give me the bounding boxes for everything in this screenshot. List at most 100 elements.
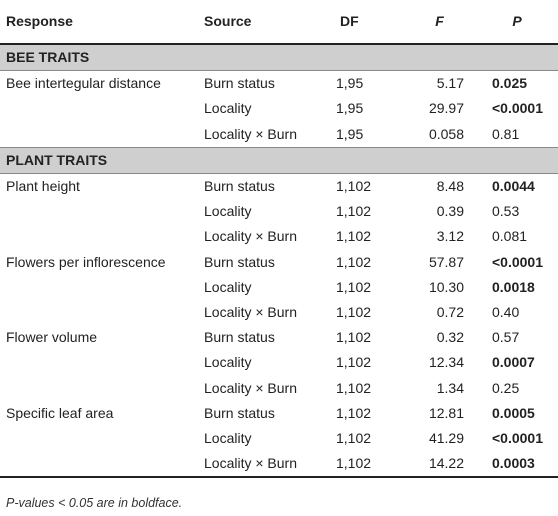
cell-p: 0.81 xyxy=(492,125,520,142)
cell-df: 1,102 xyxy=(334,451,403,479)
cell-source: Locality xyxy=(204,100,252,117)
cell-p: 0.57 xyxy=(492,329,520,346)
cell-f: 12.34 xyxy=(428,354,464,371)
cell-response xyxy=(0,224,198,249)
cell-df: 1,102 xyxy=(336,178,372,195)
cell-df: 1,102 xyxy=(336,329,372,346)
cell-response xyxy=(0,96,198,121)
cell-source: Burn status xyxy=(204,178,275,195)
table-row: Locality × Burn 1,102 14.22 0.0003 xyxy=(0,451,558,479)
cell-source: Burn status xyxy=(204,75,275,92)
cell-f: 57.87 xyxy=(428,253,464,270)
cell-source: Locality × Burn xyxy=(204,379,297,396)
cell-response: Bee intertegular distance xyxy=(6,75,161,92)
cell-source: Locality xyxy=(204,430,252,447)
cell-df: 1,102 xyxy=(336,228,372,245)
cell-p: 0.40 xyxy=(492,304,520,321)
cell-f: 41.29 xyxy=(428,430,464,447)
cell-p: <0.0001 xyxy=(492,253,543,270)
cell-df: 1,102 xyxy=(336,203,372,220)
cell-p: <0.0001 xyxy=(492,100,543,117)
table-body: BEE TRAITS Bee intertegular distance Burn … xyxy=(0,43,558,479)
cell-response xyxy=(0,426,198,451)
table-row: Bee intertegular distance Burn status 1,95… xyxy=(0,71,558,97)
cell-f: 12.81 xyxy=(428,404,464,421)
header-df: DF xyxy=(334,0,403,45)
cell-f: 0.39 xyxy=(436,203,464,220)
cell-p: 0.53 xyxy=(492,203,520,220)
cell-response xyxy=(0,300,198,325)
table-row: Locality 1,102 12.34 0.0007 xyxy=(0,350,558,375)
cell-p: 0.25 xyxy=(492,379,520,396)
header-response: Response xyxy=(0,0,198,45)
cell-response: Plant height xyxy=(6,178,80,195)
cell-p: <0.0001 xyxy=(492,430,543,447)
table-footnote: P-values < 0.05 are in boldface. xyxy=(6,496,183,510)
cell-response xyxy=(0,350,198,375)
cell-f: 3.12 xyxy=(436,228,464,245)
cell-df: 1,95 xyxy=(336,100,364,117)
section-header-row: BEE TRAITS xyxy=(0,43,558,72)
cell-p: 0.025 xyxy=(492,75,528,92)
cell-f: 1.34 xyxy=(436,379,464,396)
cell-source: Locality xyxy=(204,278,252,295)
cell-response xyxy=(0,122,198,148)
table-row: Flowers per inflorescence Burn status 1,10… xyxy=(0,250,558,275)
table-row: Flower volume Burn status 1,102 0.32 0.57 xyxy=(0,325,558,350)
cell-f: 29.97 xyxy=(428,100,464,117)
header-source: Source xyxy=(198,0,334,45)
cell-df: 1,102 xyxy=(336,278,372,295)
cell-response: Specific leaf area xyxy=(6,404,114,421)
cell-df: 1,102 xyxy=(336,430,372,447)
cell-p: 0.0007 xyxy=(492,354,535,371)
section-title: BEE TRAITS xyxy=(0,43,558,72)
cell-df: 1,102 xyxy=(336,253,372,270)
cell-source: Locality xyxy=(204,203,252,220)
cell-source: Locality × Burn xyxy=(198,451,334,479)
cell-response xyxy=(0,376,198,401)
table-row: Locality 1,95 29.97 <0.0001 xyxy=(0,96,558,121)
cell-response: Flowers per inflorescence xyxy=(6,253,166,270)
anova-table: Response Source DF F P BEE TRAITS Bee int… xyxy=(0,0,558,479)
section-title: PLANT TRAITS xyxy=(0,146,558,175)
cell-source: Locality × Burn xyxy=(204,228,297,245)
cell-source: Locality × Burn xyxy=(204,125,297,142)
cell-df: 1,102 xyxy=(336,404,372,421)
cell-f: 5.17 xyxy=(436,75,464,92)
cell-f: 14.22 xyxy=(403,451,476,479)
table-row: Specific leaf area Burn status 1,102 12.81 0… xyxy=(0,401,558,426)
table-row: Plant height Burn status 1,102 8.48 0.0044 xyxy=(0,174,558,200)
table-row: Locality 1,102 0.39 0.53 xyxy=(0,199,558,224)
cell-response: Flower volume xyxy=(6,329,98,346)
table-row: Locality × Burn 1,102 0.72 0.40 xyxy=(0,300,558,325)
cell-response xyxy=(0,275,198,300)
cell-f: 0.72 xyxy=(436,304,464,321)
cell-p: 0.081 xyxy=(492,228,528,245)
cell-p: 0.0018 xyxy=(492,278,535,295)
table-row: Locality × Burn 1,95 0.058 0.81 xyxy=(0,122,558,148)
cell-response xyxy=(0,199,198,224)
section-header-row: PLANT TRAITS xyxy=(0,146,558,175)
cell-source: Locality xyxy=(204,354,252,371)
header-f: F xyxy=(403,0,476,45)
cell-p: 0.0005 xyxy=(492,404,535,421)
table-row: Locality 1,102 41.29 <0.0001 xyxy=(0,426,558,451)
cell-p: 0.0044 xyxy=(492,178,535,195)
cell-source: Burn status xyxy=(204,404,275,421)
cell-source: Burn status xyxy=(204,329,275,346)
cell-df: 1,95 xyxy=(336,75,364,92)
table-row: Locality × Burn 1,102 3.12 0.081 xyxy=(0,224,558,249)
cell-df: 1,95 xyxy=(336,125,364,142)
table-header-row: Response Source DF F P xyxy=(0,0,558,45)
table-row: Locality 1,102 10.30 0.0018 xyxy=(0,275,558,300)
table-row: Locality × Burn 1,102 1.34 0.25 xyxy=(0,376,558,401)
cell-f: 8.48 xyxy=(436,178,464,195)
cell-response xyxy=(0,451,198,479)
cell-df: 1,102 xyxy=(336,354,372,371)
cell-df: 1,102 xyxy=(336,379,372,396)
cell-f: 10.30 xyxy=(428,278,464,295)
cell-source: Locality × Burn xyxy=(204,304,297,321)
cell-f: 0.058 xyxy=(428,125,464,142)
cell-f: 0.32 xyxy=(436,329,464,346)
